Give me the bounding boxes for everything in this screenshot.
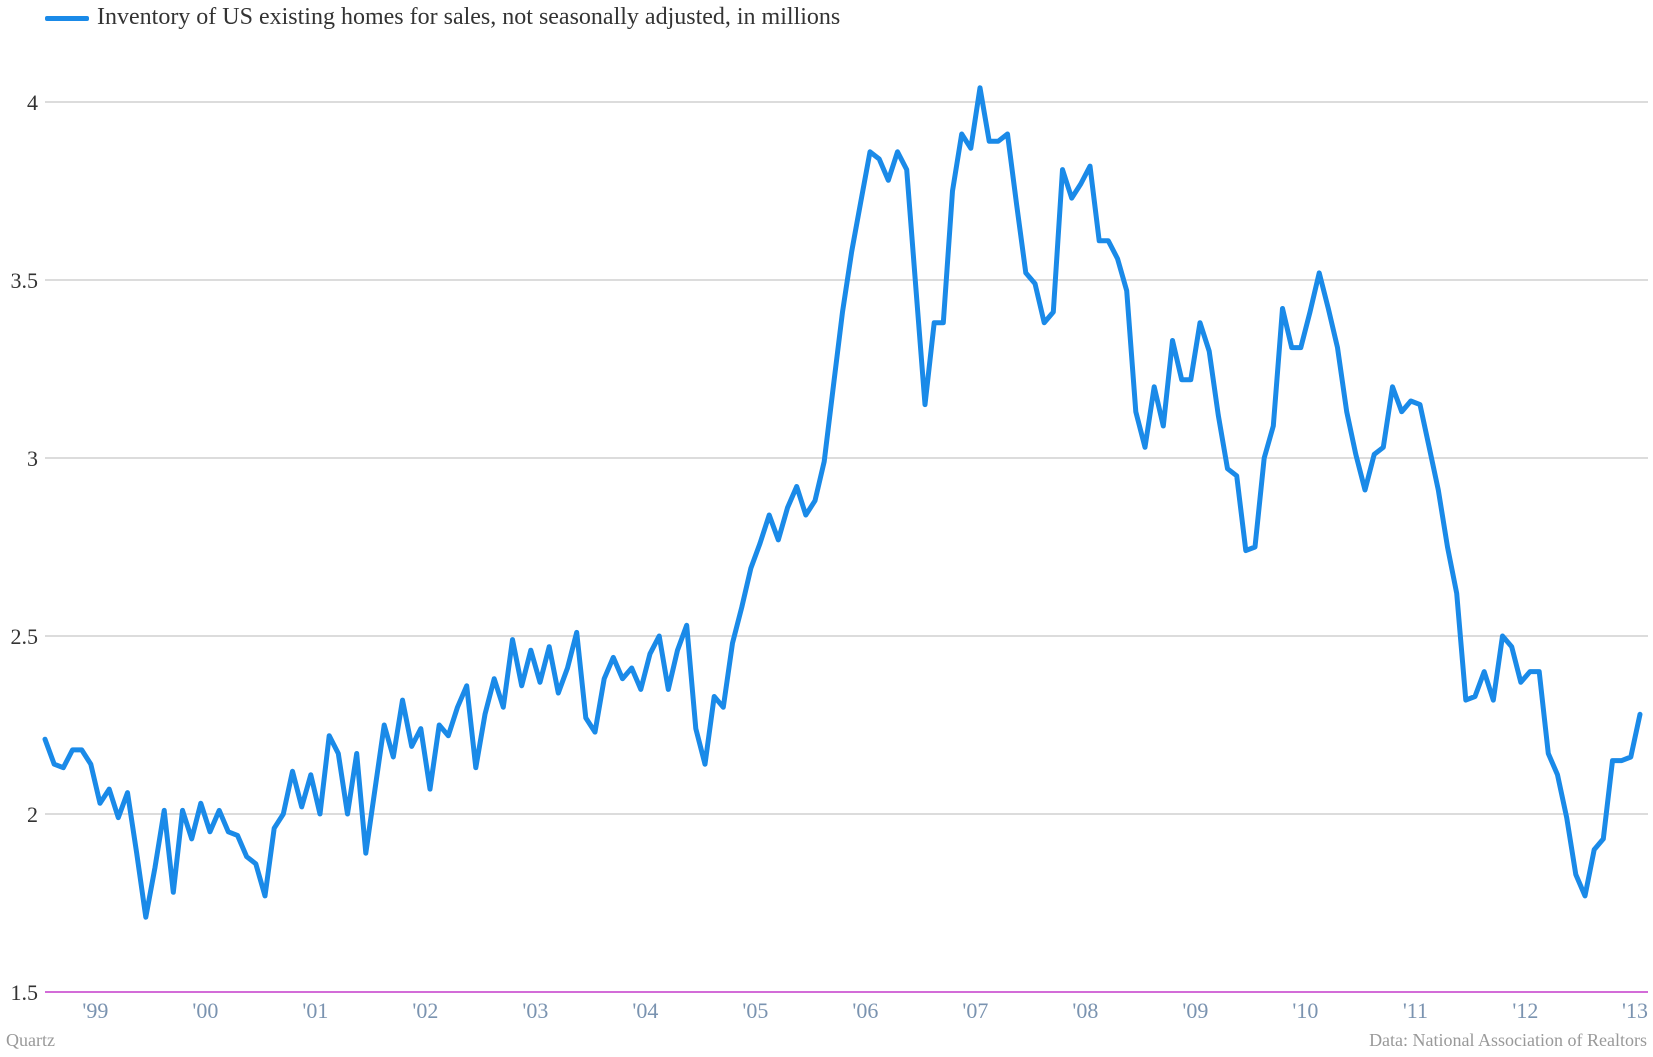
- x-tick-label: '03: [522, 998, 548, 1023]
- y-axis-ticks: 1.5 2 2.5 3 3.5 4: [11, 90, 39, 1005]
- y-tick-label: 2: [27, 802, 38, 827]
- x-axis-ticks: '99 '00 '01 '02 '03 '04 '05 '06 '07 '08 '09 '10 '11 '…: [82, 998, 1648, 1023]
- y-tick-label: 2.5: [11, 624, 39, 649]
- x-tick-label: '04: [632, 998, 658, 1023]
- y-tick-label: 4: [27, 90, 38, 115]
- y-tick-label: 1.5: [11, 980, 39, 1005]
- x-tick-label: '08: [1072, 998, 1098, 1023]
- x-tick-label: '05: [742, 998, 768, 1023]
- x-tick-label: '11: [1403, 998, 1428, 1023]
- credit-quartz: Quartz: [6, 1030, 55, 1050]
- x-tick-label: '13: [1622, 998, 1648, 1023]
- legend-label: Inventory of US existing homes for sales…: [97, 4, 841, 30]
- y-tick-label: 3: [27, 446, 38, 471]
- data-source: Data: National Association of Realtors: [1369, 1030, 1647, 1050]
- legend-swatch: [45, 16, 89, 21]
- x-tick-label: '01: [302, 998, 328, 1023]
- x-tick-label: '12: [1512, 998, 1538, 1023]
- x-tick-label: '99: [82, 998, 108, 1023]
- series-line-inventory: [42, 85, 1643, 920]
- y-tick-label: 3.5: [11, 268, 39, 293]
- x-tick-label: '00: [192, 998, 218, 1023]
- x-tick-label: '09: [1182, 998, 1208, 1023]
- x-tick-label: '06: [852, 998, 878, 1023]
- x-tick-label: '07: [962, 998, 988, 1023]
- x-tick-label: '10: [1292, 998, 1318, 1023]
- grid-lines: [45, 101, 1648, 993]
- x-tick-label: '02: [412, 998, 438, 1023]
